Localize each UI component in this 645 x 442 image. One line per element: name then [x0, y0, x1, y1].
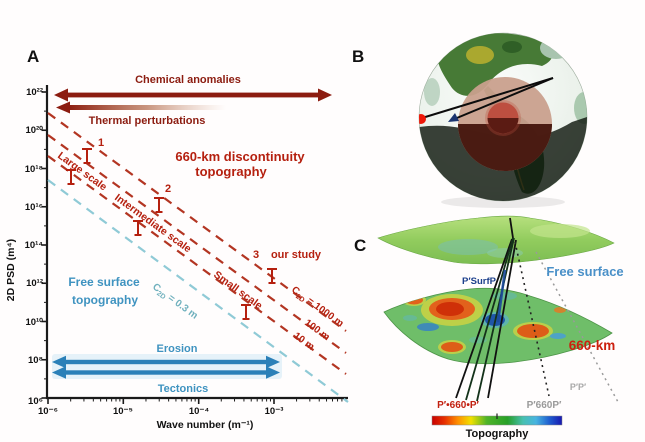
- panel-b-letter: B: [352, 47, 364, 66]
- thermal-perturbations-label: Thermal perturbations: [89, 115, 206, 127]
- ray-arrowhead-icon: [448, 113, 459, 122]
- error-bars: [66, 148, 277, 320]
- ray-dotted-pp: [535, 251, 619, 403]
- ray-pp-label: P′P′: [570, 382, 586, 392]
- x-axis-ticks: [47, 398, 347, 404]
- left-arrowhead-icon: [54, 88, 68, 102]
- ray-psurfp-segment: [496, 269, 507, 323]
- point-1-label: 1: [98, 137, 104, 149]
- error-bar-3a: [267, 268, 277, 284]
- mantle-lower: [458, 124, 552, 171]
- x-tick: 10⁻⁴: [189, 406, 210, 417]
- x-axis-label: Wave number (m⁻¹): [157, 419, 254, 431]
- region-660-line1: 660-km discontinuity: [175, 149, 305, 164]
- panel-b: B: [352, 32, 588, 208]
- panel-c: C: [354, 215, 624, 440]
- intermediate-scale-label: Intermediate scale: [112, 192, 193, 256]
- error-bar-1a: [82, 148, 92, 164]
- topography-colorbar: Topography: [431, 413, 563, 440]
- error-bar-2a: [154, 197, 164, 213]
- erosion-label: Erosion: [157, 343, 198, 355]
- region-660-line2: topography: [195, 164, 267, 179]
- panel-a-letter: A: [27, 47, 39, 66]
- point-2-label: 2: [165, 183, 171, 195]
- chemical-anomalies-label: Chemical anomalies: [135, 74, 241, 86]
- globe-ray-paths: [421, 77, 554, 122]
- ray-dotted-p660p: [514, 241, 550, 397]
- y-tick: 10¹⁴: [25, 240, 44, 251]
- y-tick: 10¹²: [26, 278, 43, 289]
- y-tick: 10⁶: [28, 396, 43, 407]
- ray-solid-3: [476, 237, 515, 402]
- line-free-surface: [47, 179, 349, 403]
- tectonics-arrow: [52, 366, 280, 379]
- left-arrowhead-icon: [52, 366, 66, 379]
- error-bar-3b: [241, 304, 251, 320]
- source-dot: [419, 114, 426, 124]
- axes: [45, 85, 348, 400]
- y-axis-ticks: [41, 91, 47, 399]
- tectonics-label: Tectonics: [158, 383, 209, 395]
- seismic-rays: [455, 217, 619, 403]
- x-tick: 10⁻⁶: [38, 406, 58, 417]
- surface-660-label: 660-km: [569, 338, 616, 353]
- y-tick-labels: 10²² 10²⁰ 10¹⁸ 10¹⁶ 10¹⁴ 10¹² 10¹⁰ 10⁸ 1…: [25, 87, 44, 407]
- x-tick: 10⁻³: [265, 406, 284, 417]
- colorbar-label: Topography: [466, 428, 530, 440]
- ray-solid-2: [465, 237, 514, 401]
- line-c100: [47, 134, 347, 354]
- free-surface-line2: topography: [72, 293, 138, 307]
- free-surface-label: Free surface: [546, 264, 623, 279]
- left-arrowhead-icon: [52, 355, 66, 369]
- error-bar-2b: [133, 220, 143, 236]
- free-surface-layer: [377, 215, 615, 265]
- y-tick: 10²⁰: [25, 125, 43, 136]
- panel-c-letter: C: [354, 236, 366, 255]
- earth-globe: [418, 32, 588, 202]
- line-c10: [47, 155, 347, 375]
- large-scale-label: Large scale: [55, 150, 109, 194]
- y-tick: 10¹⁰: [25, 317, 43, 328]
- globe-shadow: [441, 196, 565, 208]
- erosion-arrow: [52, 355, 280, 369]
- free-surface-line1: Free surface: [68, 275, 140, 289]
- blue-arrows-halo: [52, 354, 282, 379]
- right-arrowhead-icon: [266, 355, 280, 369]
- y-tick: 10¹⁸: [25, 164, 43, 175]
- core-lower: [487, 118, 519, 134]
- ray-psurfp-label: P′SurfP: [462, 276, 497, 287]
- region-660-title: 660-km discontinuity topography: [175, 149, 305, 179]
- ray-solid-4: [487, 239, 517, 399]
- x-tick-labels: 10⁻⁶ 10⁻⁵ 10⁻⁴ 10⁻³: [38, 406, 283, 417]
- y-tick: 10¹⁶: [25, 202, 43, 213]
- right-arrowhead-icon: [318, 88, 332, 102]
- psd-lines: [47, 112, 349, 403]
- point-3-label: 3: [253, 249, 259, 261]
- ray-p660p-dotted-label: P′660P′: [527, 400, 562, 411]
- free-surface-title: Free surface topography: [68, 275, 140, 307]
- y-tick: 10²²: [26, 87, 43, 98]
- error-bar-1b: [66, 169, 76, 185]
- line-c1000: [47, 112, 347, 332]
- y-tick: 10⁸: [28, 355, 43, 366]
- left-arrowhead-icon: [56, 101, 70, 114]
- y-axis-label: 2D PSD (m⁴): [5, 239, 17, 301]
- ray-p660p-solid-label: P′•660•P′: [437, 400, 479, 411]
- thermal-perturbations-arrow: [56, 101, 226, 114]
- panel-a: A 10²² 10²⁰ 10¹⁸ 10¹⁶ 10¹⁴ 10¹² 10¹⁰ 10⁸…: [5, 47, 349, 431]
- x-tick: 10⁻⁵: [113, 406, 133, 417]
- right-arrowhead-icon: [266, 366, 280, 379]
- our-study-label: our study: [271, 249, 322, 261]
- ray-solid-1: [455, 238, 513, 399]
- chemical-anomalies-arrow: [54, 88, 332, 102]
